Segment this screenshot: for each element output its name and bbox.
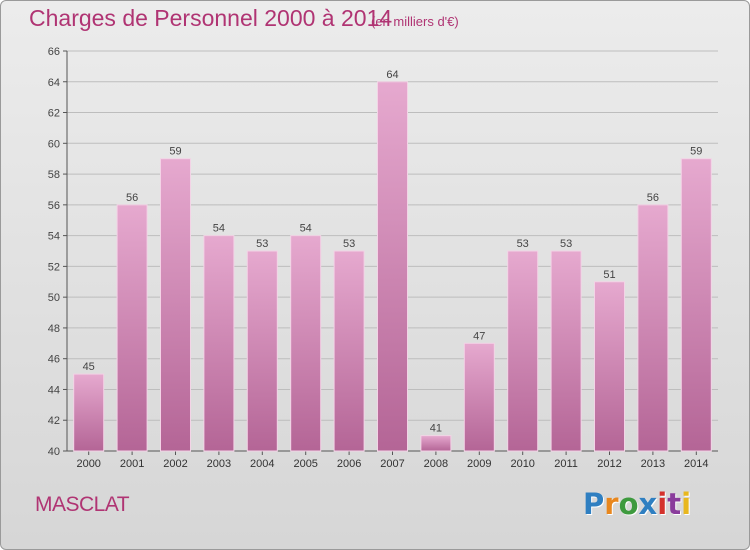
y-tick-label: 48 <box>48 323 60 335</box>
bar <box>680 158 712 452</box>
commune-name: MASCLAT <box>35 493 130 516</box>
data-label: 53 <box>256 238 268 250</box>
bar <box>116 204 148 452</box>
logo-letter: x <box>638 487 658 521</box>
data-label: 45 <box>83 361 95 373</box>
data-label: 47 <box>473 330 485 342</box>
data-label: 64 <box>386 69 398 81</box>
x-tick-label: 2001 <box>120 458 144 470</box>
logo-letter: P <box>583 487 605 521</box>
logo-letter: i <box>657 487 668 521</box>
bars <box>73 81 712 452</box>
y-tick-label: 44 <box>48 384 60 396</box>
x-tick-label: 2004 <box>250 458 274 470</box>
chart-title: Charges de Personnel 2000 à 2014 <box>29 5 393 31</box>
x-tick-label: 2005 <box>293 458 317 470</box>
bar <box>73 373 105 452</box>
data-label: 59 <box>169 146 181 158</box>
logo-letter: r <box>604 487 619 521</box>
bar <box>463 342 495 452</box>
bar <box>203 235 235 452</box>
chart-unit: (en milliers d'€) <box>371 14 459 29</box>
bar <box>290 235 322 452</box>
x-tick-label: 2014 <box>684 458 708 470</box>
x-tick-label: 2007 <box>380 458 404 470</box>
bar <box>637 204 669 452</box>
data-label: 51 <box>603 269 615 281</box>
data-label: 54 <box>213 223 225 235</box>
bar <box>246 250 278 452</box>
x-tick-label: 2012 <box>597 458 621 470</box>
logo-letter: t <box>667 487 682 521</box>
y-tick-label: 56 <box>48 200 60 212</box>
y-tick-label: 58 <box>48 169 60 181</box>
y-tick-label: 40 <box>48 446 60 458</box>
y-tick-label: 62 <box>48 108 60 120</box>
bar <box>160 158 191 452</box>
bar <box>377 81 408 452</box>
x-tick-label: 2010 <box>510 458 534 470</box>
data-label: 54 <box>300 223 312 235</box>
y-tick-label: 46 <box>48 354 60 366</box>
proxiti-logo: Proxiti <box>583 487 691 521</box>
bar <box>333 250 365 452</box>
bar <box>507 250 539 452</box>
labels: 2000 45 2001 56 2002 59 2003 54 2004 53 2005 54 2006… <box>76 69 708 470</box>
data-label: 53 <box>343 238 355 250</box>
x-tick-label: 2002 <box>163 458 187 470</box>
data-label: 53 <box>517 238 529 250</box>
x-tick-label: 2013 <box>641 458 665 470</box>
y-tick-label: 52 <box>48 261 60 273</box>
y-tick-label: 50 <box>48 292 60 304</box>
data-label: 56 <box>647 192 659 204</box>
y-tick-label: 42 <box>48 415 60 427</box>
y-tick-label: 64 <box>48 77 60 89</box>
data-label: 41 <box>430 423 442 435</box>
y-tick-label: 60 <box>48 138 60 150</box>
bar <box>550 250 582 452</box>
y-tick-label: 54 <box>48 231 60 243</box>
y-tick-label: 66 <box>48 46 60 58</box>
data-label: 53 <box>560 238 572 250</box>
data-label: 59 <box>690 146 702 158</box>
x-tick-label: 2006 <box>337 458 361 470</box>
logo-letter: o <box>618 487 639 521</box>
x-tick-label: 2003 <box>207 458 231 470</box>
logo-letter: i <box>681 487 692 521</box>
data-label: 56 <box>126 192 138 204</box>
x-tick-label: 2000 <box>76 458 100 470</box>
x-tick-label: 2011 <box>554 458 578 470</box>
bar <box>594 281 625 452</box>
x-tick-label: 2008 <box>424 458 448 470</box>
x-tick-label: 2009 <box>467 458 491 470</box>
bar <box>420 435 452 452</box>
